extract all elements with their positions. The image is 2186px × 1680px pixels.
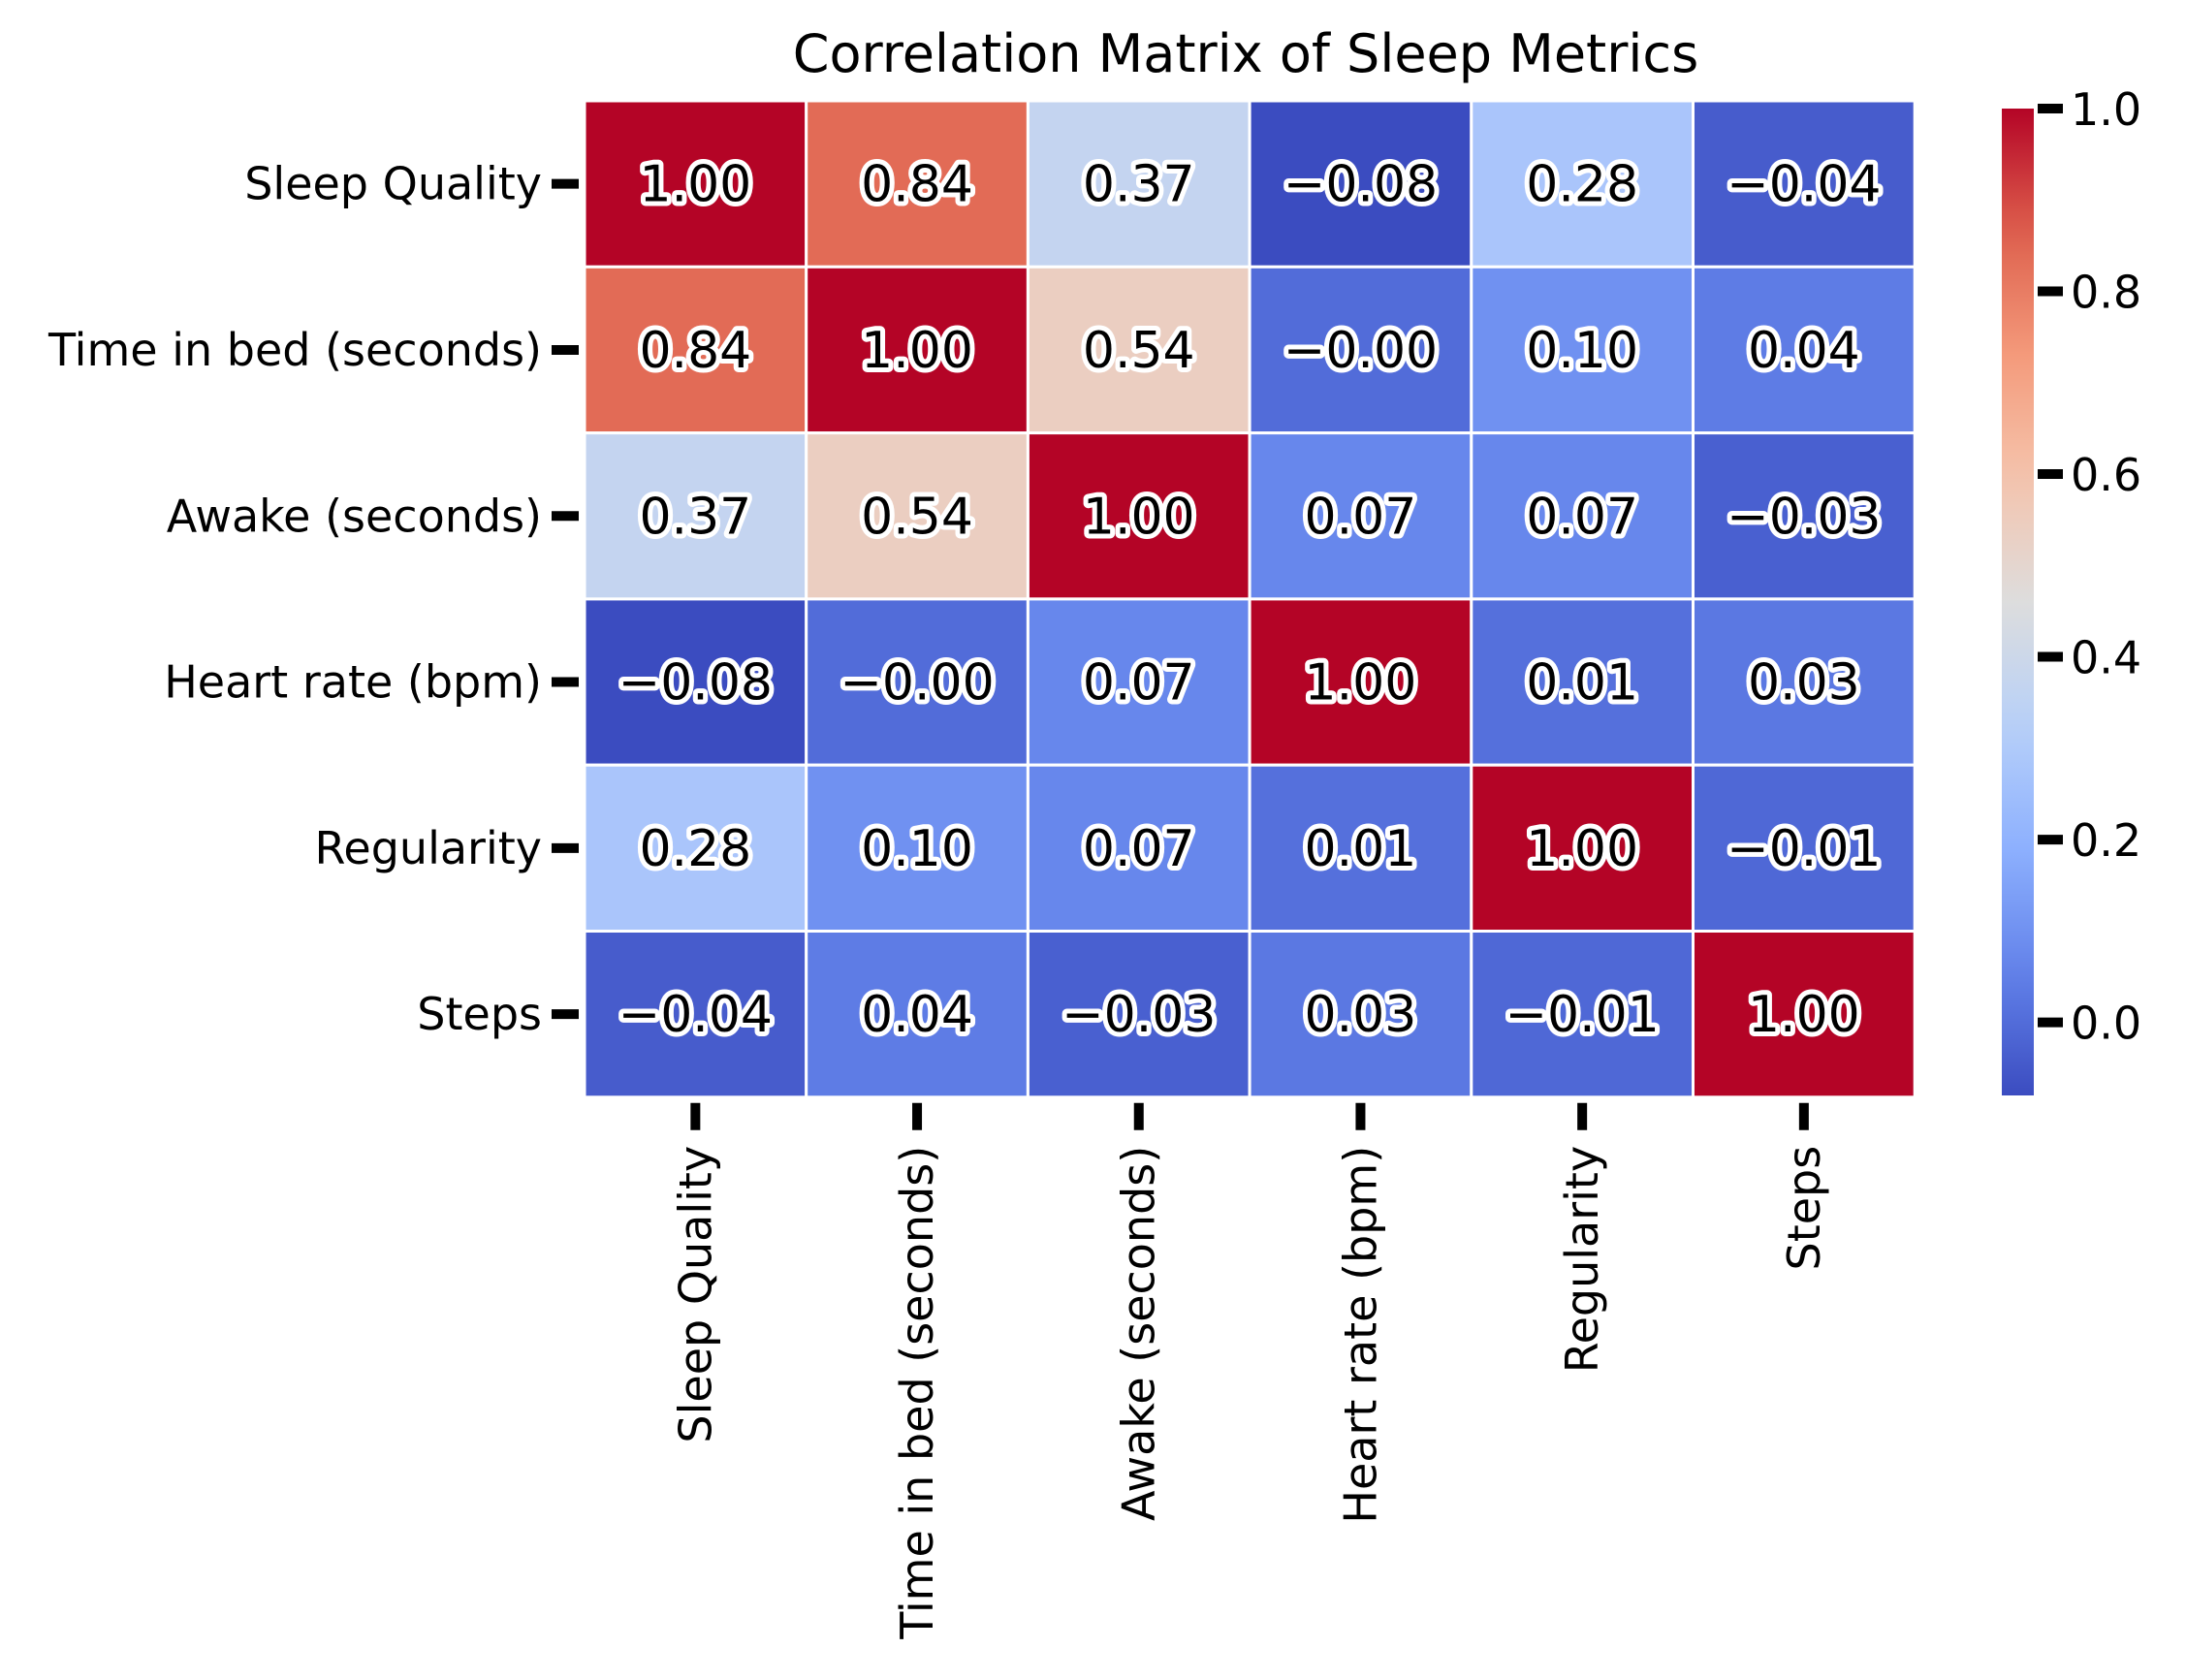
heatmap-cell-r0-c0 [583,99,808,269]
column-tick-label-0: Sleep Quality [669,1146,721,1443]
column-tick-label-4: Regularity [1556,1146,1608,1373]
cell-value-label-r2-c5: −0.03 [1727,488,1881,546]
heatmap-cell-r0-c2 [1026,99,1251,269]
heatmap-cell-r1-c3 [1248,265,1473,435]
cell-value-label-r0-c5: −0.04 [1727,156,1881,214]
cell-value-label-r3-c2: 0.07 [1083,654,1195,713]
heatmap-cell-r5-c4 [1470,930,1695,1099]
row-tick-labels: Sleep Quality Time in bed (seconds) Awake … [48,158,579,1040]
cell-value-label-r1-c2: 0.54 [1083,322,1195,380]
cell-value-label-r5-c1: 0.04 [861,986,973,1044]
heatmap-cell-r3-c2 [1026,597,1251,767]
row-tick-label-4: Regularity [315,822,542,874]
heatmap-cell-r4-c0 [583,763,808,934]
heatmap-cell-r2-c1 [805,431,1030,601]
heatmap-cells: 1.00 0.84 0.37 −0.08 0.28 −0.04 0.84 1.00 0.54 −0… [583,99,1917,1099]
cell-value-label-r5-c0: −0.04 [618,986,773,1044]
heatmap-cell-r3-c4 [1470,597,1695,767]
cell-value-label-r1-c4: 0.10 [1526,322,1638,380]
heatmap-cell-r2-c4 [1470,431,1695,601]
column-tick-label-3: Heart rate (bpm) [1334,1146,1386,1524]
heatmap-cell-r4-c5 [1692,763,1917,934]
heatmap-cell-r1-c5 [1692,265,1917,435]
cell-value-label-r1-c3: −0.00 [1283,322,1438,380]
heatmap-cell-r0-c1 [805,99,1030,269]
heatmap-cell-r5-c5 [1692,930,1917,1099]
cell-value-label-r1-c1: 1.00 [861,322,973,380]
cell-value-label-r2-c0: 0.37 [639,488,751,546]
heatmap-cell-r3-c5 [1692,597,1917,767]
cell-value-label-r4-c1: 0.10 [861,820,973,878]
heatmap-cell-r4-c3 [1248,763,1473,934]
cell-value-label-r3-c5: 0.03 [1748,654,1860,713]
cell-value-label-r2-c1: 0.54 [861,488,973,546]
cell-value-label-r0-c3: −0.08 [1283,156,1438,214]
cell-value-label-r3-c3: 1.00 [1305,654,1417,713]
cell-value-label-r0-c4: 0.28 [1526,156,1638,214]
heatmap-cell-r0-c5 [1692,99,1917,269]
cell-value-label-r3-c1: −0.00 [840,654,994,713]
heatmap-cell-r5-c3 [1248,930,1473,1099]
cell-value-label-r5-c3: 0.03 [1305,986,1417,1044]
cell-value-label-r5-c2: −0.03 [1061,986,1216,1044]
cell-value-label-r1-c0: 0.84 [639,322,751,380]
cell-value-label-r4-c0: 0.28 [639,820,751,878]
row-tick-label-2: Awake (seconds) [167,490,542,542]
cell-value-label-r4-c4: 1.00 [1526,820,1638,878]
cell-value-label-r3-c4: 0.01 [1526,654,1638,713]
cell-value-label-r2-c2: 1.00 [1083,488,1195,546]
cell-value-label-r4-c5: −0.01 [1727,820,1881,878]
row-tick-label-1: Time in bed (seconds) [48,324,542,376]
colorbar-tick-label-2: 0.4 [2071,632,2141,684]
cell-value-label-r0-c1: 0.84 [861,156,973,214]
heatmap-cell-r4-c2 [1026,763,1251,934]
column-tick-labels: Sleep Quality Time in bed (seconds) Awake … [669,1102,1830,1640]
cell-value-label-r5-c5: 1.00 [1748,986,1860,1044]
heatmap-cell-r2-c3 [1248,431,1473,601]
cell-value-label-r0-c0: 1.00 [639,156,751,214]
heatmap-cell-r3-c3 [1248,597,1473,767]
cell-value-label-r2-c3: 0.07 [1305,488,1417,546]
chart-title: Correlation Matrix of Sleep Metrics [793,23,1699,84]
column-tick-label-5: Steps [1778,1146,1830,1271]
row-tick-label-5: Steps [417,988,542,1040]
colorbar-tick-label-0: 0.0 [2071,998,2141,1050]
row-tick-label-3: Heart rate (bpm) [164,656,542,709]
cell-value-label-r1-c5: 0.04 [1748,322,1860,380]
row-tick-label-0: Sleep Quality [244,158,542,210]
heatmap-cell-r4-c4 [1470,763,1695,934]
column-tick-label-2: Awake (seconds) [1113,1146,1165,1521]
heatmap-cell-r3-c1 [805,597,1030,767]
heatmap-cell-r0-c3 [1248,99,1473,269]
column-tick-label-1: Time in bed (seconds) [891,1146,943,1640]
heatmap-cell-r1-c1 [805,265,1030,435]
cell-value-label-r3-c0: −0.08 [618,654,773,713]
cell-value-label-r0-c2: 0.37 [1083,156,1195,214]
colorbar-tick-label-1: 0.2 [2071,814,2141,867]
colorbar: 0.0 0.2 0.4 0.6 0.8 1.0 [2002,83,2141,1095]
colorbar-tick-label-5: 1.0 [2071,83,2141,136]
cell-value-label-r4-c3: 0.01 [1305,820,1417,878]
heatmap-cell-r3-c0 [583,597,808,767]
colorbar-gradient [2002,109,2034,1095]
colorbar-tick-label-3: 0.6 [2071,449,2141,501]
heatmap-cell-r2-c5 [1692,431,1917,601]
cell-value-label-r2-c4: 0.07 [1526,488,1638,546]
heatmap-cell-r5-c0 [583,930,808,1099]
colorbar-tick-label-4: 0.8 [2071,267,2141,319]
cell-value-label-r4-c2: 0.07 [1083,820,1195,878]
cell-value-label-r5-c4: −0.01 [1505,986,1659,1044]
